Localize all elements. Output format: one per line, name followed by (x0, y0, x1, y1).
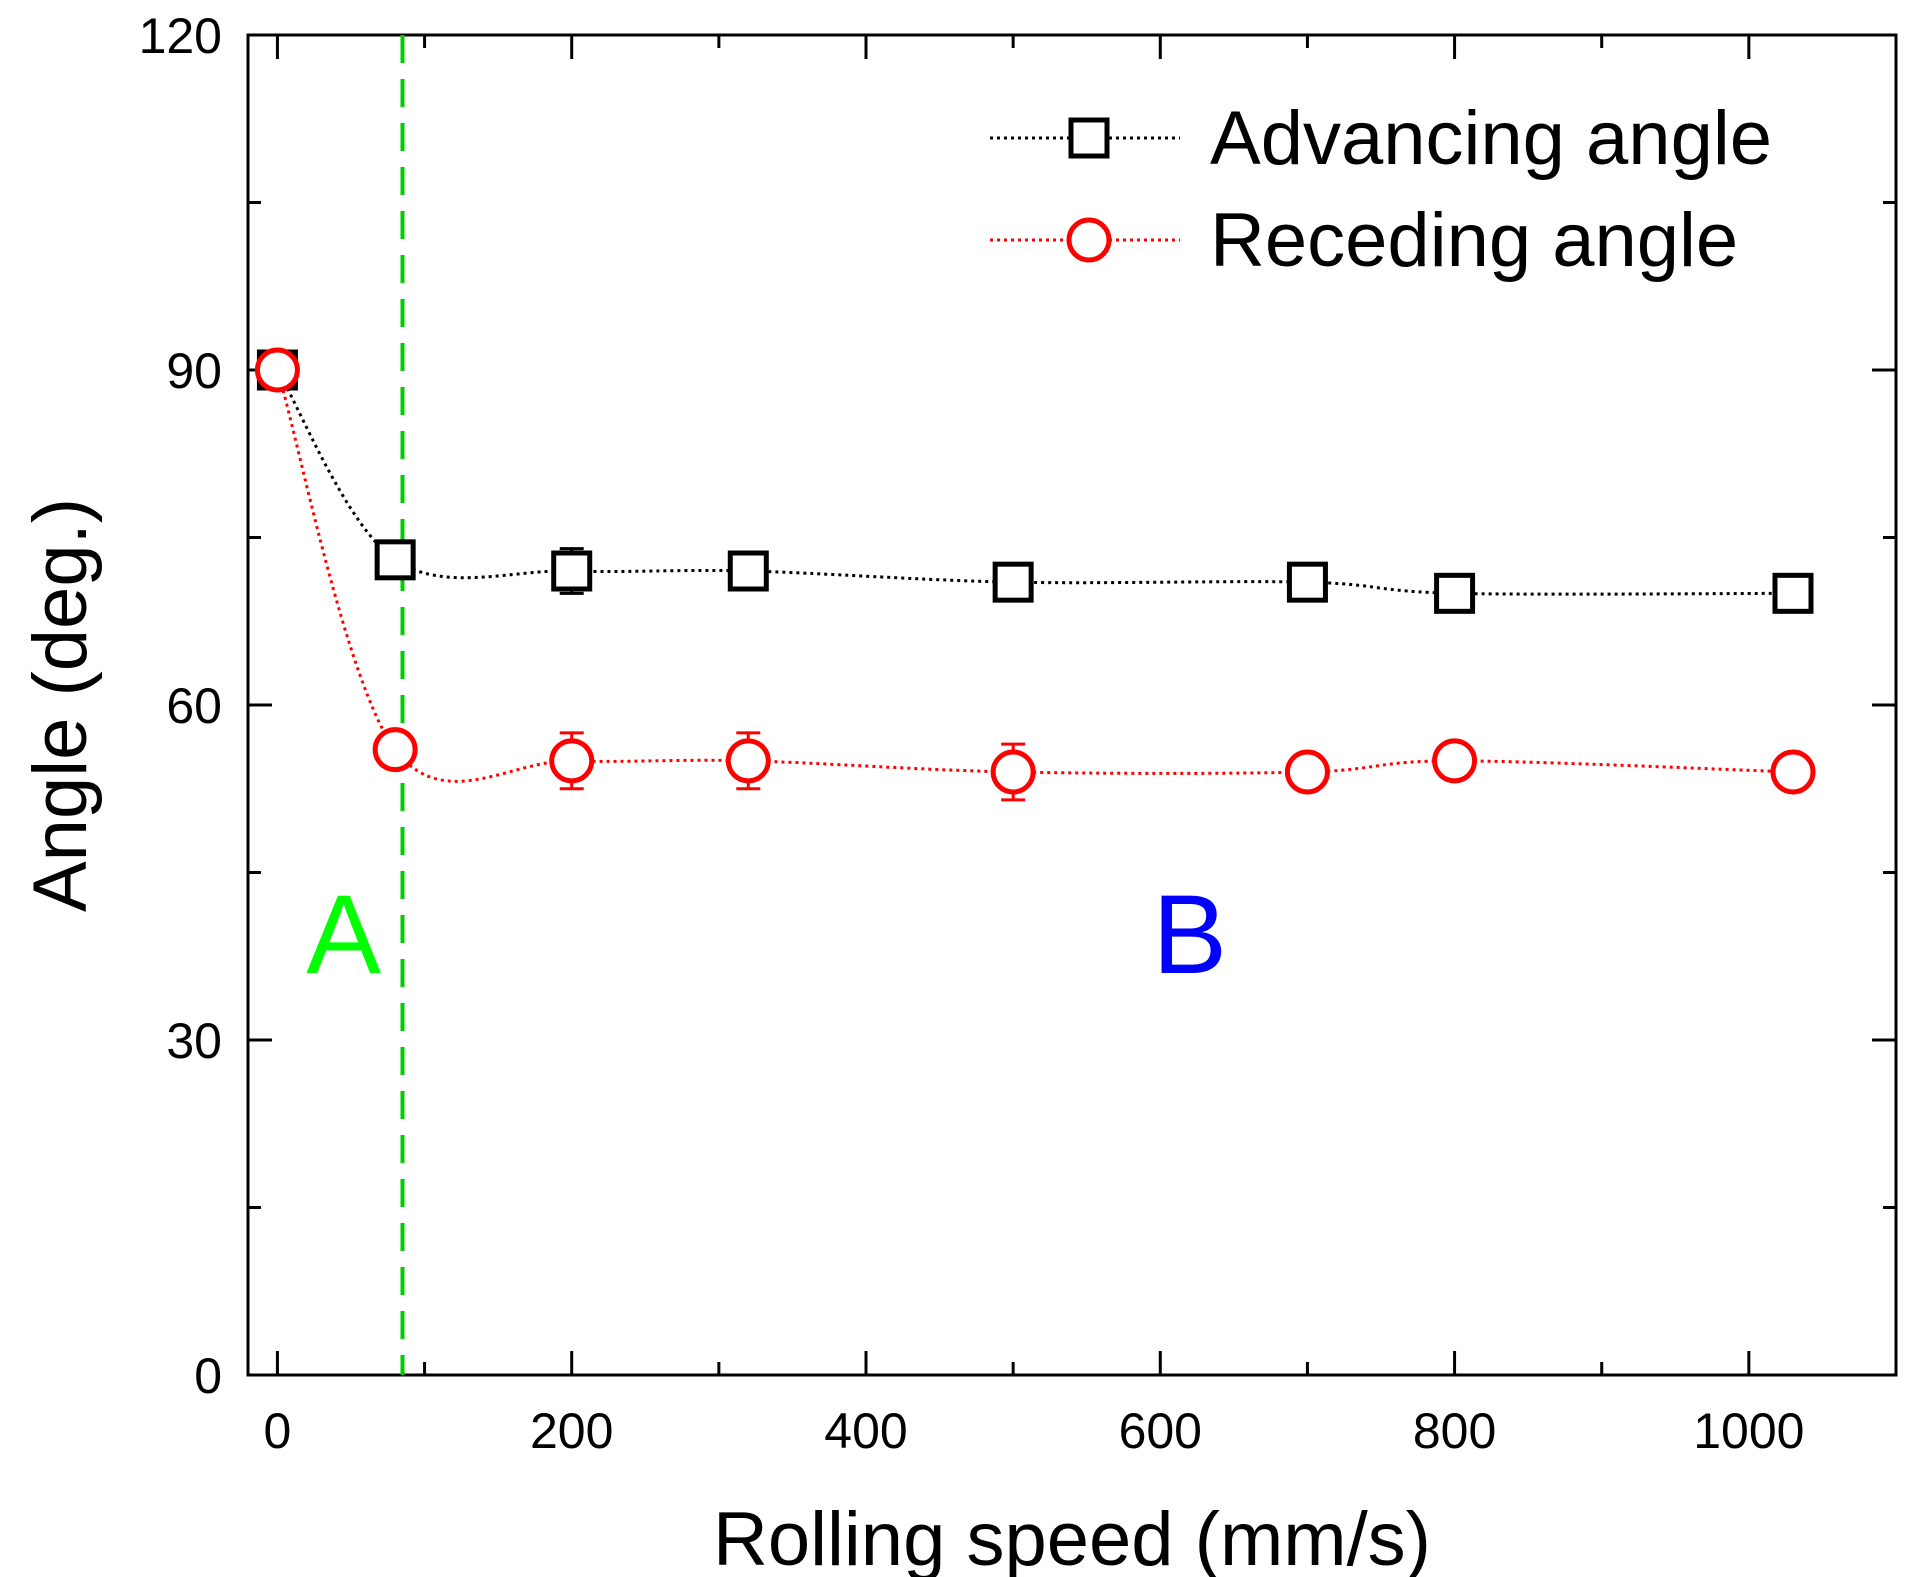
data-point-circle (1432, 738, 1478, 784)
data-point-circle (549, 738, 595, 784)
legend-marker-circle (1066, 217, 1112, 263)
legend-item-receding: Receding angle (990, 198, 1738, 283)
data-point-circle (1284, 749, 1330, 795)
y-tick-label: 0 (194, 1348, 222, 1404)
y-axis-title: Angle (deg.) (18, 498, 103, 912)
data-point-square (727, 550, 769, 592)
data-point-circle (254, 347, 300, 393)
legend-label-advancing: Advancing angle (1210, 96, 1772, 181)
x-axis-title: Rolling speed (mm/s) (713, 1497, 1431, 1577)
y-tick-label: 120 (139, 8, 222, 64)
x-axis-ticks (275, 35, 1751, 1375)
x-tick-label: 0 (264, 1403, 292, 1459)
x-tick-label: 600 (1119, 1403, 1202, 1459)
region-a-label: A (306, 872, 381, 997)
data-point-square (551, 550, 593, 592)
legend-item-advancing: Advancing angle (990, 96, 1772, 181)
x-tick-label: 800 (1413, 1403, 1496, 1459)
x-tick-label: 200 (530, 1403, 613, 1459)
data-point-circle (725, 738, 771, 784)
series-layer (254, 347, 1816, 802)
region-b-label: B (1152, 872, 1227, 997)
data-point-circle (1770, 749, 1816, 795)
y-tick-label: 90 (166, 343, 222, 399)
data-point-circle (990, 749, 1036, 795)
legend-label-receding: Receding angle (1210, 198, 1738, 283)
legend: Advancing angle Receding angle (990, 96, 1772, 283)
data-point-square (1772, 572, 1814, 614)
y-tick-label: 60 (166, 678, 222, 734)
data-point-square (1434, 572, 1476, 614)
series-advancing (256, 349, 1814, 614)
y-axis-tick-labels: 0 30 60 90 120 (139, 8, 222, 1404)
series-receding (254, 347, 1816, 802)
data-point-circle (372, 727, 418, 773)
data-point-square (1286, 561, 1328, 603)
x-tick-label: 1000 (1693, 1403, 1804, 1459)
legend-marker-square (1068, 117, 1110, 159)
data-point-square (992, 561, 1034, 603)
y-tick-label: 30 (166, 1013, 222, 1069)
data-point-square (374, 539, 416, 581)
x-tick-label: 400 (824, 1403, 907, 1459)
x-axis-tick-labels: 0 200 400 600 800 1000 (264, 1403, 1805, 1459)
series-line (276, 369, 1794, 596)
